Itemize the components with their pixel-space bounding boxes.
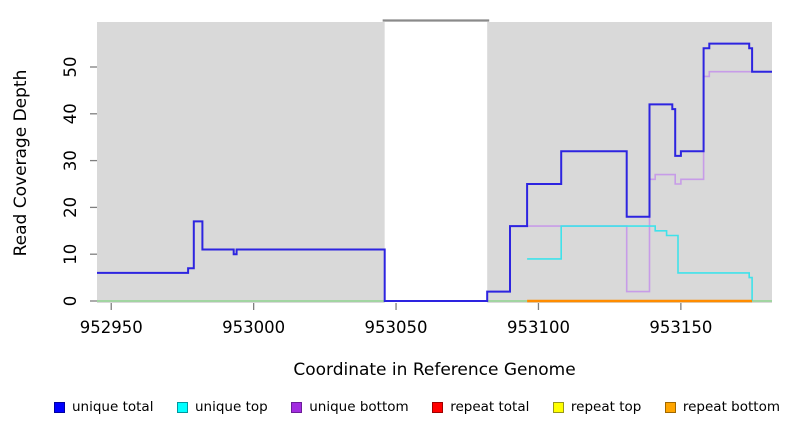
- x-tick-label: 953050: [365, 318, 428, 337]
- legend-label: repeat total: [450, 399, 530, 415]
- x-axis-title: Coordinate in Reference Genome: [293, 360, 576, 380]
- legend-swatch-unique-total: [54, 401, 65, 413]
- legend-swatch-repeat-bottom: [664, 401, 676, 413]
- y-tick-label: 40: [61, 103, 80, 124]
- y-tick-label: 20: [61, 197, 80, 218]
- y-tick-label: 50: [61, 57, 80, 78]
- legend-label: unique total: [72, 399, 154, 415]
- legend-swatch-unique-bottom: [291, 401, 303, 413]
- masked-region: [384, 21, 488, 303]
- legend-item-repeat-total: repeat total: [432, 399, 529, 415]
- legend-label: repeat bottom: [682, 399, 780, 415]
- x-tick-label: 953150: [649, 318, 712, 337]
- legend: unique total unique top unique bottom repea…: [0, 399, 792, 415]
- legend-item-unique-total: unique total: [54, 399, 153, 415]
- y-axis-title: Read Coverage Depth: [11, 69, 31, 257]
- legend-item-repeat-top: repeat top: [552, 399, 642, 415]
- legend-label: unique bottom: [309, 399, 409, 415]
- legend-label: unique top: [195, 399, 268, 415]
- legend-swatch-repeat-total: [432, 401, 444, 413]
- series-line-unique-top: [527, 225, 753, 301]
- series-line-unique-total: [97, 42, 772, 302]
- coverage-chart: 952950 953000 953050 953100 953150 0 10 20 30 40 5…: [61, 19, 772, 337]
- y-tick-label: 30: [61, 150, 80, 171]
- y-tick-label: 10: [61, 244, 80, 265]
- legend-item-unique-top: unique top: [177, 399, 268, 415]
- legend-item-unique-bottom: unique bottom: [291, 399, 409, 415]
- x-tick-label: 953100: [507, 318, 570, 337]
- x-tick-label: 953000: [222, 318, 285, 337]
- legend-item-repeat-bottom: repeat bottom: [664, 399, 780, 415]
- legend-swatch-repeat-top: [552, 401, 564, 413]
- legend-label: repeat top: [570, 399, 642, 415]
- legend-swatch-unique-top: [177, 401, 188, 413]
- y-tick-label: 0: [61, 296, 80, 307]
- x-tick-label: 952950: [80, 318, 143, 337]
